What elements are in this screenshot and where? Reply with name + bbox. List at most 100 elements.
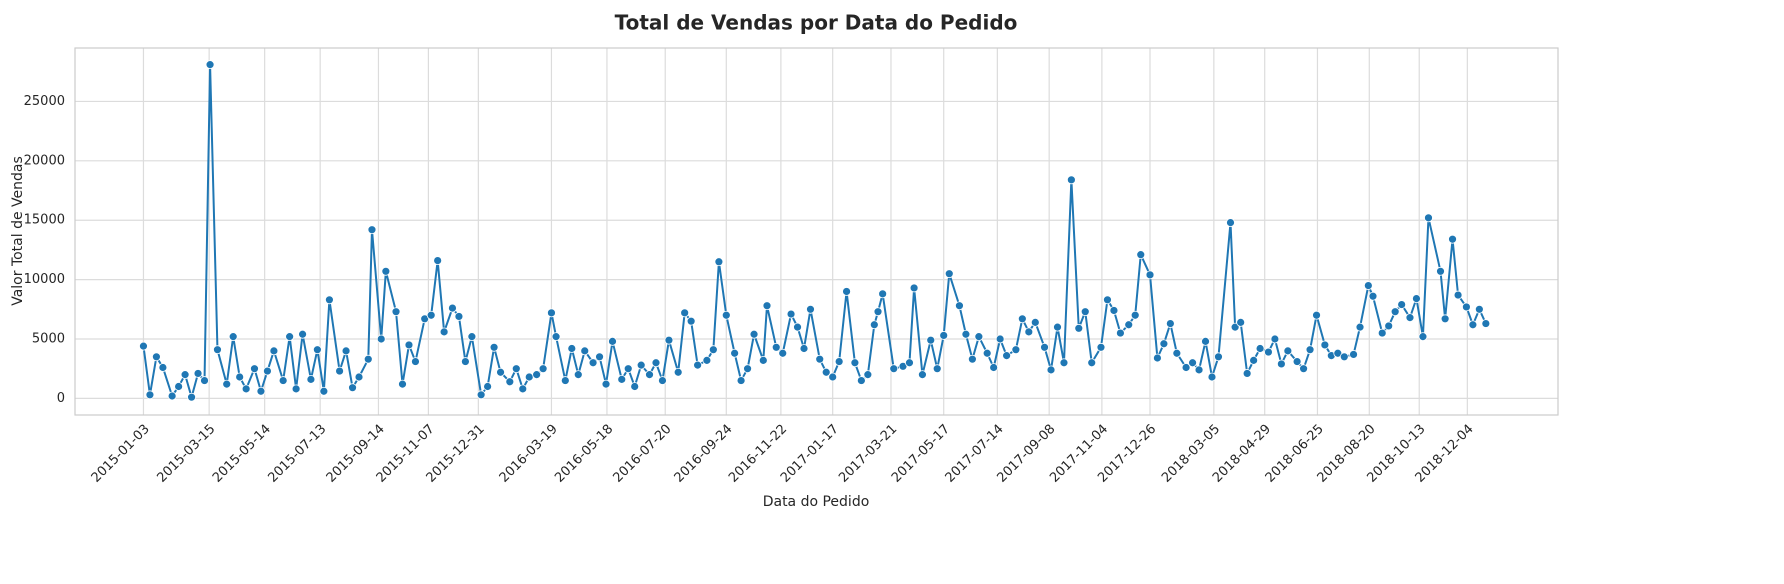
data-point	[325, 295, 334, 305]
data-point	[645, 370, 654, 380]
data-point	[174, 382, 184, 391]
data-point	[222, 379, 232, 389]
data-point	[1255, 344, 1265, 353]
y-axis-label: Valor Total de Vendas	[10, 156, 26, 306]
x-tick-label: 2015-03-15	[154, 422, 218, 486]
data-point	[1116, 328, 1125, 338]
data-point	[995, 334, 1005, 344]
data-point	[834, 357, 844, 366]
data-point	[889, 364, 899, 374]
x-tick-label: 2015-07-13	[265, 422, 329, 486]
data-point	[932, 364, 942, 374]
data-point	[363, 354, 373, 364]
data-point	[367, 225, 377, 235]
data-point	[1017, 314, 1027, 324]
data-point	[1242, 369, 1252, 378]
data-point	[1207, 372, 1217, 382]
data-point	[982, 348, 992, 358]
x-tick-label: 2015-01-03	[89, 422, 153, 486]
data-point	[1201, 336, 1210, 346]
data-point	[736, 376, 746, 385]
data-point	[608, 336, 617, 346]
data-point	[193, 369, 203, 378]
y-tick-label: 5000	[32, 331, 65, 346]
data-point	[1424, 213, 1433, 223]
data-point	[1270, 334, 1280, 344]
data-point	[1440, 314, 1450, 324]
data-point	[730, 348, 740, 358]
data-point	[595, 352, 604, 362]
data-point	[567, 344, 577, 353]
data-point	[1264, 347, 1273, 357]
data-point	[786, 309, 796, 319]
data-point	[1002, 351, 1012, 361]
data-point	[1312, 310, 1321, 320]
data-point	[828, 372, 838, 382]
data-point	[547, 308, 556, 318]
data-point	[1030, 317, 1040, 327]
data-point	[448, 303, 457, 313]
x-tick-label: 2015-05-14	[210, 422, 274, 486]
data-point	[205, 60, 215, 70]
data-point	[187, 392, 196, 402]
grid	[75, 48, 1558, 415]
data-point	[989, 363, 999, 372]
data-point	[1320, 340, 1330, 350]
data-point	[404, 340, 414, 350]
data-point	[869, 320, 879, 330]
data-point	[145, 390, 155, 400]
data-point	[1165, 319, 1175, 328]
data-point	[180, 370, 190, 380]
data-point	[1181, 363, 1191, 372]
data-point	[1468, 320, 1478, 330]
data-point	[263, 366, 272, 376]
data-point	[630, 382, 640, 391]
data-point	[806, 304, 815, 314]
data-point	[1236, 317, 1246, 327]
data-point	[863, 370, 873, 380]
data-point	[1397, 300, 1407, 309]
data-point	[1283, 346, 1293, 356]
data-point	[821, 367, 831, 377]
data-point	[601, 379, 611, 389]
data-point	[483, 382, 493, 391]
data-point	[551, 332, 561, 342]
chart-title: Total de Vendas por Data do Pedido	[615, 11, 1018, 35]
data-point	[241, 384, 251, 394]
data-point	[815, 354, 825, 364]
data-point	[1066, 175, 1076, 185]
data-point	[1436, 266, 1445, 276]
data-point	[398, 379, 407, 389]
data-point	[1377, 328, 1387, 338]
data-point	[1276, 359, 1286, 369]
data-point	[1405, 313, 1415, 323]
data-point	[623, 364, 633, 374]
data-point	[1384, 321, 1394, 331]
data-point	[680, 308, 690, 318]
data-point	[721, 310, 731, 320]
data-point	[461, 357, 470, 366]
data-point	[381, 266, 391, 276]
data-point	[664, 335, 674, 345]
data-point	[1080, 307, 1090, 317]
y-tick-label: 0	[57, 391, 65, 406]
data-point	[1074, 323, 1084, 333]
data-point	[348, 383, 357, 393]
data-point	[1462, 302, 1471, 312]
data-point	[312, 345, 322, 355]
data-point	[749, 329, 759, 339]
data-point	[1474, 304, 1484, 314]
data-point	[673, 367, 683, 377]
data-point	[686, 316, 696, 326]
data-point	[778, 348, 788, 358]
data-point	[944, 269, 954, 279]
y-tick-label: 25000	[24, 94, 65, 109]
data-point	[1136, 250, 1146, 260]
data-point	[1363, 281, 1373, 290]
data-point	[799, 344, 809, 353]
data-point	[532, 370, 542, 380]
data-point	[269, 346, 279, 356]
data-point	[974, 332, 984, 342]
data-point	[1087, 358, 1097, 368]
